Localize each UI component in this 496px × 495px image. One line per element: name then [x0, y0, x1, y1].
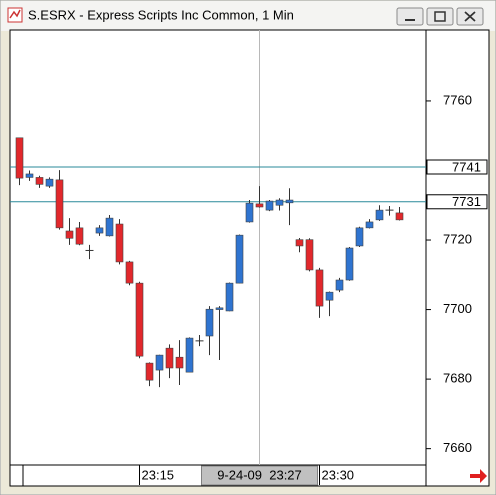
candle-body — [265, 200, 274, 211]
candle-body — [145, 362, 154, 381]
chart-area — [9, 29, 490, 487]
candle-body — [235, 234, 244, 284]
y-tick-label: 7680 — [443, 371, 472, 386]
candle-body — [365, 221, 374, 229]
candle-body — [135, 282, 144, 357]
cursor-label: 9-24-09 23:27 — [217, 467, 302, 482]
candle-body — [245, 202, 254, 223]
candle-body — [335, 279, 344, 291]
minimize-button[interactable] — [396, 7, 424, 26]
candle-body — [375, 209, 384, 221]
x-tick-label: 23:15 — [142, 467, 175, 482]
candle-body — [175, 356, 184, 369]
candle-body — [125, 261, 134, 284]
y-tick-label: 7660 — [443, 440, 472, 455]
candle-body — [325, 291, 334, 301]
candle-body — [75, 227, 84, 245]
plot: 7660 7680 7700 7720 7760 7741 7731 23:15 9-24-09… — [10, 30, 488, 486]
candle-body — [155, 354, 164, 371]
close-glyph — [464, 11, 476, 22]
candle-body — [45, 178, 54, 187]
candle-body — [315, 269, 324, 307]
candle-body — [95, 227, 104, 234]
window-title: S.ESRX - Express Scripts Inc Common, 1 M… — [28, 7, 294, 22]
cursor-label-box — [201, 465, 318, 486]
candle-body — [25, 173, 34, 178]
candle-body — [225, 282, 234, 312]
level-box — [426, 194, 488, 210]
candle-body — [355, 227, 364, 247]
candle-body — [105, 217, 114, 237]
candle-body — [65, 230, 74, 239]
candle-body — [205, 308, 214, 337]
window-buttons — [396, 7, 484, 26]
candle-body — [345, 247, 354, 281]
candle-body — [55, 179, 64, 229]
level-label: 7741 — [452, 159, 481, 174]
maximize-glyph — [434, 11, 446, 22]
y-tick-label: 7760 — [443, 92, 472, 107]
y-tick-label: 7720 — [443, 231, 472, 246]
app-icon-glyph — [9, 9, 21, 19]
candle-body — [255, 203, 264, 208]
x-tick-label: 23:30 — [322, 467, 355, 482]
scroll-arrow[interactable] — [470, 469, 487, 483]
y-tick-label: 7700 — [443, 301, 472, 316]
candle-body — [165, 347, 174, 369]
maximize-button[interactable] — [426, 7, 454, 26]
candle-body — [275, 199, 284, 206]
candle-body — [215, 307, 224, 310]
candle-body — [285, 199, 294, 204]
level-box — [426, 159, 488, 175]
candle-body — [295, 239, 304, 247]
candle-body — [305, 239, 314, 271]
candle-body — [395, 212, 404, 221]
candle-body — [185, 337, 194, 373]
candle-body — [15, 137, 24, 179]
candle-body — [115, 223, 124, 263]
level-label: 7731 — [452, 194, 481, 209]
candle-body — [35, 177, 44, 185]
corner-box — [9, 464, 24, 487]
